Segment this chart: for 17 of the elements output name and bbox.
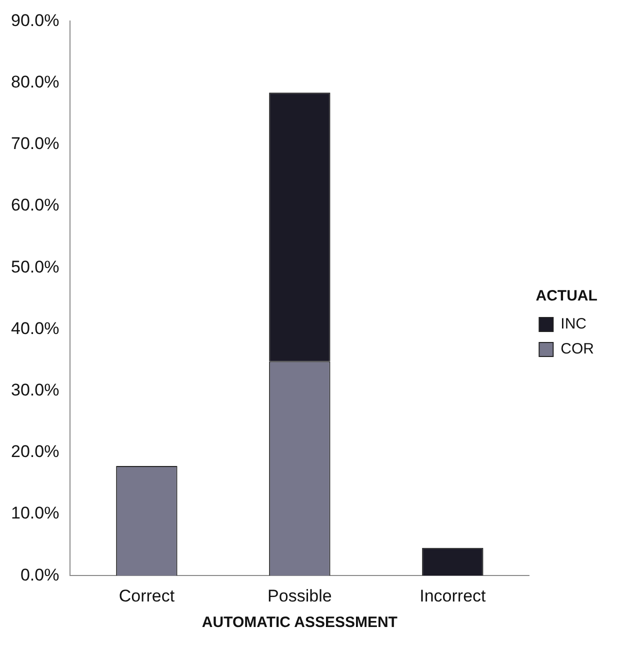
x-axis-title: AUTOMATIC ASSESSMENT — [202, 614, 398, 632]
y-tick-label: 30.0% — [11, 380, 60, 400]
legend-label: INC — [560, 316, 587, 333]
x-tick-label: Incorrect — [420, 586, 486, 606]
x-tick-label: Possible — [268, 586, 332, 606]
y-tick-label: 50.0% — [11, 257, 60, 276]
y-tick-label: 0.0% — [20, 565, 60, 584]
y-tick-label: 80.0% — [11, 72, 60, 92]
y-tick-label: 70.0% — [11, 134, 60, 154]
y-tick-label: 40.0% — [11, 318, 60, 338]
legend-title: ACTUAL — [536, 288, 598, 305]
y-tick-label: 60.0% — [11, 196, 60, 215]
legend-label: COR — [560, 340, 594, 358]
x-tick-label: Correct — [118, 586, 175, 606]
y-tick-label: 10.0% — [11, 504, 60, 523]
y-tick-label: 90.0% — [11, 10, 60, 30]
y-tick-label: 20.0% — [11, 442, 60, 462]
